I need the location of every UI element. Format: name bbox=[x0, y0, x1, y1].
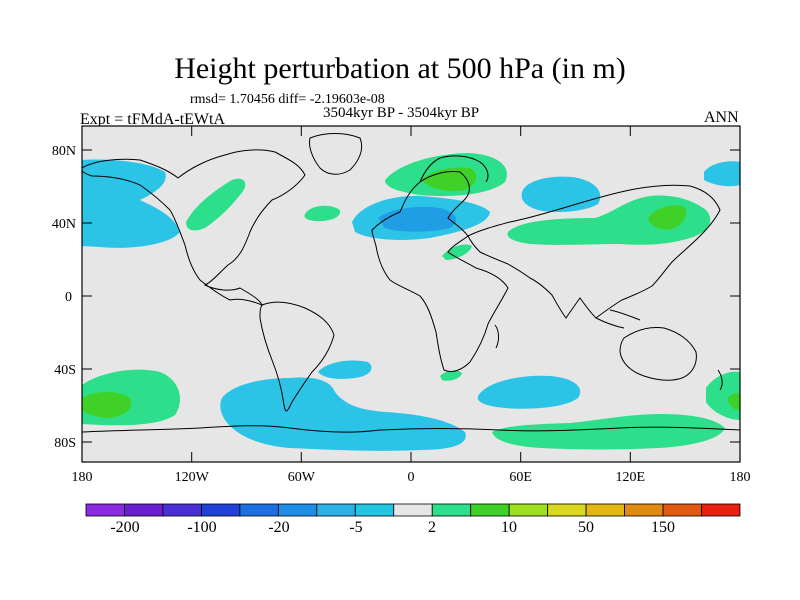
coastlines bbox=[82, 133, 740, 433]
contour-region bbox=[82, 159, 180, 248]
colorbar-swatch bbox=[239, 503, 279, 517]
colorbar-swatch bbox=[662, 503, 702, 517]
contour-region bbox=[186, 178, 246, 231]
coastline bbox=[82, 149, 306, 306]
lat-axis: 80N 40N 0 40S 80S bbox=[52, 144, 740, 451]
lon-label: 120W bbox=[175, 470, 210, 485]
coastline bbox=[494, 324, 499, 349]
time-period-label: 3504kyr BP - 3504kyr BP bbox=[323, 105, 480, 121]
coastline bbox=[82, 425, 740, 433]
experiment-label: Expt = tFMdA-tEWtA bbox=[80, 111, 226, 128]
colorbar-swatch bbox=[201, 503, 241, 517]
coastline bbox=[619, 327, 697, 381]
colorbar-swatch bbox=[701, 503, 741, 517]
coastline bbox=[371, 171, 509, 373]
contour-region bbox=[220, 377, 466, 451]
coastline bbox=[595, 317, 625, 329]
lon-axis: 180 120W 60W 0 60E 120E 180 bbox=[72, 126, 751, 485]
rmsd-stats: rmsd= 1.70456 diff= -2.19603e-08 bbox=[190, 92, 385, 107]
lat-label: 0 bbox=[65, 290, 72, 305]
lat-label: 40N bbox=[52, 217, 76, 232]
colorbar bbox=[85, 503, 741, 517]
contour-region bbox=[706, 371, 740, 420]
colorbar-label: 50 bbox=[578, 519, 594, 536]
contour-region bbox=[318, 360, 372, 379]
colorbar-swatch bbox=[277, 503, 318, 517]
contour-region bbox=[492, 414, 725, 450]
lon-label: 180 bbox=[730, 470, 751, 485]
colorbar-swatch bbox=[547, 503, 587, 517]
colorbar-swatch bbox=[585, 503, 625, 517]
colorbar-swatch bbox=[124, 503, 164, 517]
colorbar-swatch bbox=[431, 503, 472, 517]
lat-label: 40S bbox=[54, 363, 76, 378]
lat-label: 80S bbox=[54, 436, 76, 451]
colorbar-swatch bbox=[354, 503, 395, 517]
coastline bbox=[419, 155, 489, 183]
colorbar-swatch bbox=[393, 503, 433, 517]
contour-region bbox=[507, 195, 711, 245]
coastline bbox=[259, 301, 335, 412]
contour-fills bbox=[82, 153, 740, 451]
colorbar-label: -200 bbox=[110, 519, 139, 536]
contour-region bbox=[648, 205, 687, 230]
contour-region bbox=[728, 392, 740, 410]
colorbar-label: 150 bbox=[651, 519, 675, 536]
lon-label: 180 bbox=[72, 470, 93, 485]
colorbar-swatch bbox=[85, 503, 125, 517]
colorbar-swatch bbox=[316, 503, 356, 517]
contour-region bbox=[477, 375, 581, 409]
contour-region bbox=[521, 176, 601, 212]
coastline bbox=[467, 184, 721, 319]
lon-label: 60E bbox=[509, 470, 532, 485]
colorbar-swatch bbox=[508, 503, 549, 517]
coastline bbox=[309, 133, 363, 175]
colorbar-swatch bbox=[470, 503, 510, 517]
colorbar-label: 10 bbox=[501, 519, 517, 536]
colorbar-label: -100 bbox=[187, 519, 216, 536]
contour-region bbox=[440, 370, 462, 381]
lon-label: 60W bbox=[288, 470, 316, 485]
season-label: ANN bbox=[704, 109, 739, 126]
colorbar-label: -5 bbox=[349, 519, 362, 536]
lon-label: 120E bbox=[616, 470, 646, 485]
colorbar-label: -20 bbox=[268, 519, 289, 536]
contour-region bbox=[442, 244, 472, 260]
lon-label: 0 bbox=[408, 470, 415, 485]
lat-label: 80N bbox=[52, 144, 76, 159]
coastline bbox=[717, 369, 723, 391]
colorbar-labels: -200 -100 -20 -5 2 10 50 150 bbox=[110, 519, 675, 536]
colorbar-swatch bbox=[624, 503, 664, 517]
contour-region bbox=[704, 161, 740, 187]
coastline bbox=[609, 309, 641, 321]
map-title: Height perturbation at 500 hPa (in m) bbox=[174, 52, 626, 85]
colorbar-label: 2 bbox=[428, 519, 436, 536]
contour-region bbox=[422, 167, 477, 192]
contour-region bbox=[82, 392, 132, 418]
contour-region bbox=[304, 205, 341, 222]
colorbar-swatch bbox=[162, 503, 202, 517]
